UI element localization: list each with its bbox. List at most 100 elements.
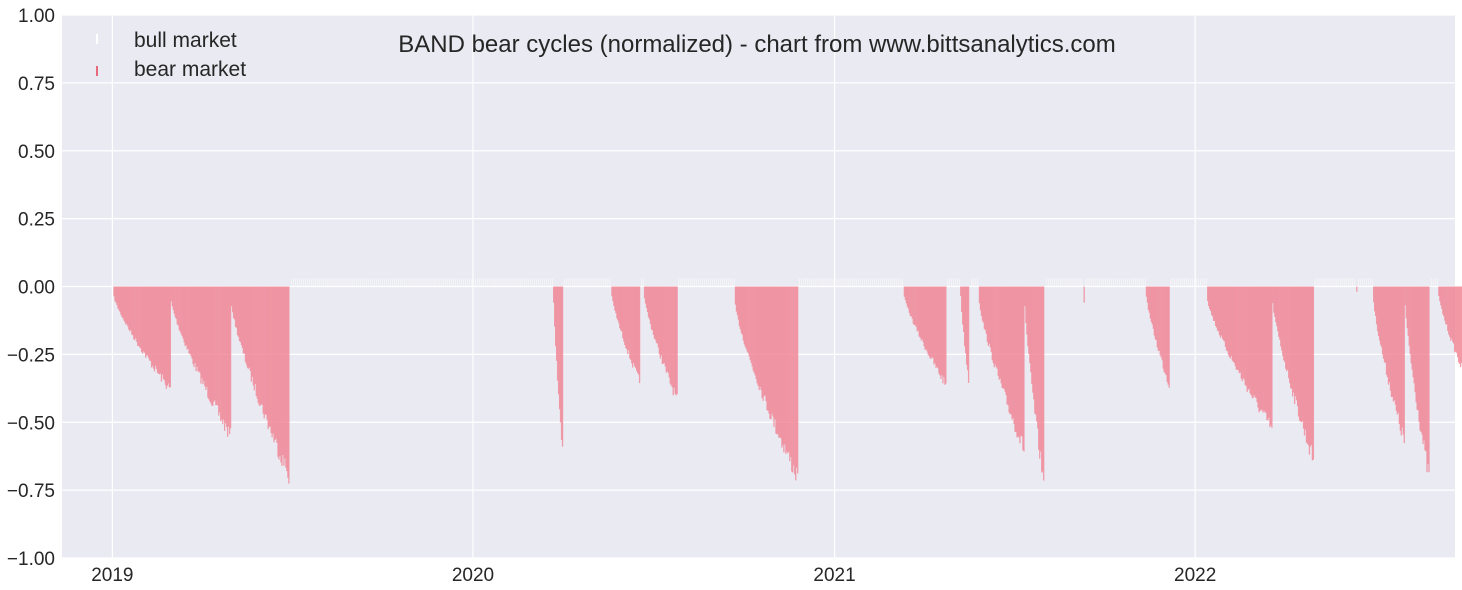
- bear-bar-9-8: [986, 286, 989, 342]
- bear-bar-13-21: [1227, 286, 1230, 355]
- bear-bar-12-12: [1157, 286, 1159, 351]
- bear-bar-17-21: [1425, 286, 1427, 452]
- bear-bar-6-62: [796, 286, 798, 468]
- bull-bar-156: [609, 278, 611, 287]
- bear-bar-14-35: [1306, 286, 1309, 444]
- bear-bar-12-20: [1165, 286, 1167, 376]
- bull-bar-208: [838, 278, 840, 287]
- bull-bar-207: [836, 278, 838, 287]
- bear-bar-1-36: [206, 286, 208, 387]
- bear-bar-5-10: [653, 286, 656, 339]
- bear-bar-0-41: [153, 286, 156, 372]
- bear-bar-0-6: [119, 286, 121, 312]
- bull-bar-68: [425, 278, 427, 287]
- bear-bar-2-7: [237, 286, 240, 337]
- bull-bar-2: [295, 278, 296, 287]
- bear-bar-9-21: [999, 286, 1001, 379]
- bull-bar-151: [599, 278, 601, 287]
- bear-bar-1-7: [177, 286, 179, 326]
- bull-bar-106: [500, 278, 502, 287]
- bear-bar-4-4: [615, 286, 617, 314]
- bull-bar-116: [520, 278, 522, 287]
- bull-bar-54: [397, 278, 399, 287]
- bear-bar-18-15: [1453, 286, 1455, 344]
- bull-bar-258: [1057, 278, 1059, 287]
- bear-bar-6-33: [767, 286, 769, 411]
- bear-bar-7-12: [915, 286, 917, 327]
- bear-bar-6-21: [755, 286, 757, 380]
- bull-bar-34: [358, 278, 360, 287]
- bear-bar-6-10: [744, 286, 746, 347]
- bear-bar-13-24: [1230, 286, 1233, 357]
- bear-bar-6-36: [770, 286, 772, 420]
- bear-bar-7-30: [933, 286, 935, 365]
- bear-bar-9-33: [1011, 286, 1013, 420]
- bull-bar-264: [1069, 278, 1071, 287]
- bear-bar-0-24: [137, 286, 139, 346]
- bear-bar-5-28: [671, 286, 673, 388]
- bear-bar-9-45: [1023, 286, 1025, 452]
- bear-bar-1-12: [182, 286, 184, 339]
- bull-bar-127: [542, 278, 543, 287]
- bear-bar-10-2: [1026, 286, 1028, 335]
- bull-bar-203: [828, 278, 830, 287]
- bull-bar-308: [1182, 278, 1184, 287]
- bear-bar-1-3: [173, 286, 175, 314]
- bear-bar-6-16: [750, 286, 752, 363]
- bull-bar-297: [1136, 278, 1138, 287]
- bull-bar-41: [372, 278, 374, 287]
- bear-bar-5-5: [648, 286, 651, 320]
- bull-bar-141: [579, 278, 581, 287]
- bear-bar-8-2: [962, 286, 964, 325]
- bear-bar-16-27: [1399, 286, 1401, 431]
- bull-bar-78: [445, 278, 447, 287]
- bear-bar-0-26: [139, 286, 141, 348]
- bear-bar-13-2: [1209, 286, 1211, 310]
- bull-bar-149: [595, 278, 597, 287]
- bear-bar-1-6: [176, 286, 178, 325]
- bear-bar-9-1: [979, 286, 982, 311]
- bull-bar-147: [591, 278, 593, 287]
- bear-bar-5-7: [650, 286, 653, 330]
- bear-bar-0-25: [138, 286, 140, 346]
- bull-bar-217: [856, 278, 858, 287]
- bear-bar-12-16: [1161, 286, 1163, 361]
- bear-bar-2-48: [278, 286, 280, 460]
- bear-bar-9-0: [978, 286, 981, 304]
- bear-bar-2-54: [284, 286, 286, 459]
- bear-bar-6-35: [769, 286, 771, 419]
- bear-bar-7-4: [907, 286, 909, 309]
- bull-bar-111: [510, 278, 512, 287]
- bull-bar-188: [799, 278, 800, 287]
- bear-bar-18-12: [1450, 286, 1452, 341]
- bear-bar-13-12: [1218, 286, 1221, 336]
- bull-bar-222: [866, 278, 867, 287]
- bear-bar-16-24: [1396, 286, 1399, 415]
- bear-bar-2-43: [273, 286, 275, 443]
- bear-bar-0-40: [152, 286, 155, 369]
- bear-bar-6-49: [783, 286, 785, 453]
- bull-bar-199: [820, 278, 822, 287]
- bear-bar-17-5: [1409, 286, 1411, 355]
- bear-bar-0-34: [146, 286, 149, 356]
- bear-bar-7-15: [918, 286, 920, 337]
- bull-bar-266: [1073, 278, 1075, 287]
- bull-bar-223: [868, 278, 869, 287]
- bear-bar-4-12: [623, 286, 625, 342]
- bear-bar-0-15: [128, 286, 130, 330]
- bull-bar-67: [423, 278, 425, 287]
- bear-bar-2-46: [276, 286, 278, 443]
- bear-bar-14-34: [1305, 286, 1308, 443]
- bear-bar-2-36: [266, 286, 268, 420]
- bear-bar-1-39: [209, 286, 211, 402]
- bull-bar-282: [1107, 278, 1109, 287]
- bear-bar-5-17: [660, 286, 662, 356]
- bear-bar-2-52: [282, 286, 284, 456]
- bear-bar-6-29: [763, 286, 765, 397]
- bear-bar-7-18: [921, 286, 923, 339]
- bull-bar-290: [1123, 278, 1124, 287]
- bull-bar-245: [955, 278, 956, 287]
- bull-bar-101: [490, 278, 492, 287]
- bull-bar-0: [291, 278, 292, 287]
- bear-bar-10-16: [1040, 286, 1042, 452]
